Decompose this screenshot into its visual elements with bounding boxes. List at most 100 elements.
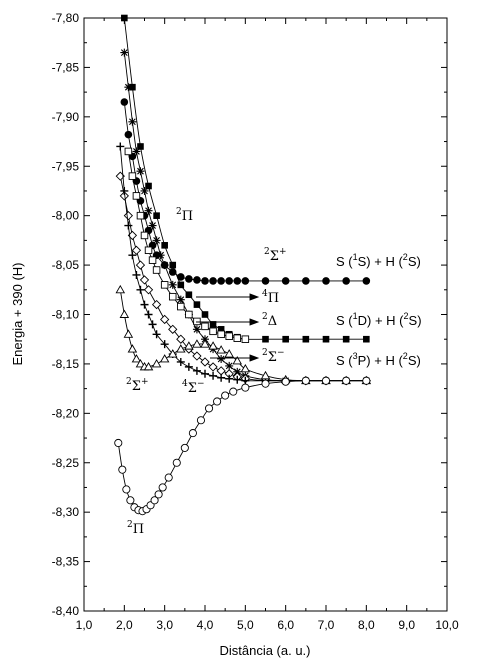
data-point-square-filled xyxy=(322,335,330,343)
data-point-circle-filled xyxy=(281,277,290,285)
part-d: 2 xyxy=(403,351,408,361)
data-point-circle-open xyxy=(118,465,127,474)
sym: Σ xyxy=(188,381,197,396)
y-tick-label: -7,90 xyxy=(52,110,80,124)
x-tick-label: 2,0 xyxy=(116,618,133,632)
data-point-plus xyxy=(148,320,157,329)
supr: + xyxy=(141,377,149,387)
series-circle-filled xyxy=(120,98,371,285)
part-b: 1 xyxy=(353,311,358,321)
data-point-diamond-open xyxy=(160,314,170,325)
data-point-triangle-open xyxy=(260,370,271,380)
data-point-square-open xyxy=(132,192,141,200)
part-b: 3 xyxy=(353,351,358,361)
data-point-plus xyxy=(152,330,161,339)
series-layer xyxy=(114,14,372,516)
data-point-plus xyxy=(136,285,145,294)
sym: Π xyxy=(182,209,193,224)
data-point-circle-filled xyxy=(302,277,310,285)
x-axis-title: Distância (a. u.) xyxy=(219,643,310,658)
sup: 2 xyxy=(264,247,270,257)
sym: Σ xyxy=(132,379,141,394)
data-point-plus xyxy=(144,310,153,319)
data-point-triangle-open xyxy=(159,354,170,363)
data-point-diamond-open xyxy=(143,285,154,295)
data-point-asterisk xyxy=(128,117,137,126)
part-d: 2 xyxy=(403,252,408,262)
data-point-plus xyxy=(241,376,250,385)
data-point-asterisk xyxy=(156,251,165,260)
data-point-triangle-open xyxy=(127,344,138,353)
data-point-square-open xyxy=(144,246,153,255)
data-point-square-filled xyxy=(129,83,136,91)
x-tick-label: 9,0 xyxy=(398,618,415,632)
data-point-circle-open xyxy=(301,376,310,385)
data-point-diamond-open xyxy=(123,211,134,221)
y-tick-label: -8,15 xyxy=(52,357,80,371)
data-point-circle-open xyxy=(241,383,250,392)
data-point-diamond-open xyxy=(135,260,146,270)
data-point-plus xyxy=(140,300,149,309)
sym: Π xyxy=(268,291,279,306)
data-point-circle-open xyxy=(114,438,123,448)
data-point-circle-open xyxy=(150,496,159,505)
data-point-triangle-open xyxy=(232,356,243,365)
data-point-square-open xyxy=(152,266,161,274)
data-point-asterisk xyxy=(132,147,141,156)
series-line-square-filled xyxy=(123,17,367,340)
data-point-square-open xyxy=(185,310,193,319)
data-point-diamond-open xyxy=(216,366,226,376)
data-point-circle-open xyxy=(342,376,351,385)
data-point-circle-open xyxy=(261,379,270,388)
part-e: S) xyxy=(408,353,421,368)
data-point-square-filled xyxy=(217,326,225,333)
y-tick-label: -8,30 xyxy=(52,505,80,519)
data-point-plus xyxy=(116,142,125,151)
part-a: S ( xyxy=(336,313,353,328)
data-point-triangle-open xyxy=(192,339,202,348)
series-diamond-open xyxy=(115,171,371,386)
y-tick-label: -7,95 xyxy=(52,159,80,173)
data-point-square-open xyxy=(201,322,209,331)
part-e: S) xyxy=(408,254,421,269)
data-point-square-open xyxy=(209,327,217,336)
data-point-circle-filled xyxy=(177,273,185,281)
supr: + xyxy=(279,247,287,257)
data-point-asterisk xyxy=(217,354,226,363)
data-point-asterisk xyxy=(160,261,169,270)
series-square-filled xyxy=(121,14,370,343)
data-point-square-filled xyxy=(262,335,269,343)
data-point-triangle-open xyxy=(123,329,134,338)
data-point-plus xyxy=(225,374,234,383)
y-tick-label: -8,20 xyxy=(52,406,80,420)
arrowhead-2delta xyxy=(249,318,260,326)
data-point-square-open xyxy=(140,231,149,240)
data-point-asterisk xyxy=(192,325,201,334)
data-point-plus xyxy=(128,251,137,260)
data-point-plus xyxy=(160,340,169,349)
data-point-square-filled xyxy=(201,311,209,318)
data-point-circle-filled xyxy=(124,130,133,139)
data-point-triangle-open xyxy=(143,361,154,371)
data-point-asterisk xyxy=(168,280,177,289)
data-point-square-open xyxy=(160,281,169,289)
data-point-square-filled xyxy=(209,321,217,328)
data-point-circle-filled xyxy=(209,277,217,285)
data-point-square-filled xyxy=(169,261,177,269)
series-line-plus xyxy=(119,146,367,382)
part-c: D) + H ( xyxy=(358,313,405,328)
supr: − xyxy=(197,379,205,389)
data-point-asterisk xyxy=(120,48,129,57)
y-tick-label: -8,00 xyxy=(52,209,80,223)
axes: 1,0 2,0 3,0 4,0 5,0 6,0 7,0 8,0 9,0 10,0 -7,80 -7,8… xyxy=(52,11,459,632)
data-point-diamond-open xyxy=(208,362,218,372)
data-point-diamond-open xyxy=(139,275,150,285)
series-square-open xyxy=(124,147,250,343)
data-point-triangle-open xyxy=(216,345,226,354)
data-point-diamond-open xyxy=(119,191,129,201)
label-2pi-upper: 2Π xyxy=(176,207,193,224)
supr: − xyxy=(277,348,285,358)
data-point-circle-filled xyxy=(185,275,193,283)
data-point-triangle-open xyxy=(208,341,218,350)
data-point-square-open xyxy=(217,330,225,339)
